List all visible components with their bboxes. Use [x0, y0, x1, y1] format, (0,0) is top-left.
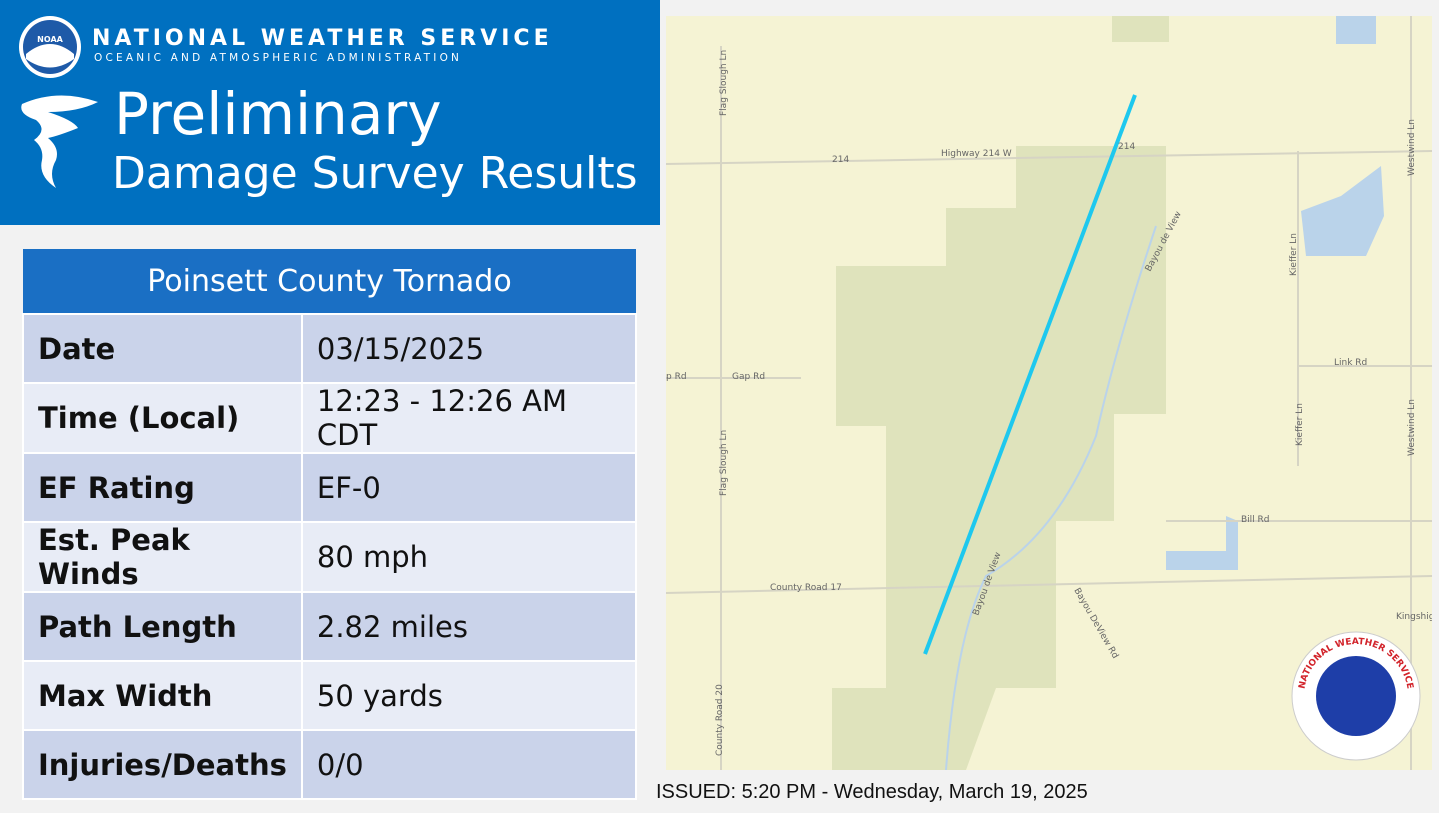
map-label: 214 [1118, 142, 1135, 152]
subagency: OCEANIC AND ATMOSPHERIC ADMINISTRATION [94, 52, 463, 64]
table-row: Date 03/15/2025 [22, 313, 638, 384]
table-row: Est. Peak Winds 80 mph [22, 521, 638, 593]
table-row: Injuries/Deaths 0/0 [22, 729, 638, 800]
map-label: Flag Slough Ln [719, 430, 729, 496]
value-cell: 2.82 miles [300, 591, 638, 662]
map-label: Flag Slough Ln [719, 50, 729, 116]
value-cell: EF-0 [300, 452, 638, 523]
banner: NOAA NATIONAL WEATHER SERVICE OCEANIC AN… [0, 0, 660, 225]
label-cell: Date [22, 313, 303, 384]
map-label: Gap Rd [732, 372, 765, 382]
logo-text: NOAA [37, 35, 63, 44]
map-label: Kingshig [1396, 612, 1432, 622]
map-label: Westwind Ln [1407, 119, 1417, 176]
map-label: Kieffer Ln [1289, 233, 1299, 276]
title: Preliminary [114, 80, 442, 148]
value-cell: 80 mph [300, 521, 638, 593]
label-cell: Max Width [22, 660, 303, 731]
agency: NATIONAL WEATHER SERVICE [92, 26, 553, 51]
map-label: County Road 17 [770, 583, 842, 593]
map-label: Westwind Ln [1407, 399, 1417, 456]
map-label: p Rd [666, 372, 687, 382]
map-label: 214 [832, 155, 849, 165]
value-cell: 12:23 - 12:26 AM CDT [300, 382, 638, 454]
map-label: County Road 20 [715, 684, 725, 756]
map: Highway 214 W 214 214 Flag Slough Ln Fla… [666, 16, 1432, 770]
map-label: Link Rd [1334, 358, 1367, 368]
label-cell: Injuries/Deaths [22, 729, 303, 800]
nws-logo: NATIONAL WEATHER SERVICE [1291, 631, 1421, 761]
label-cell: Est. Peak Winds [22, 521, 303, 593]
map-label: Bill Rd [1241, 515, 1270, 525]
table-row: Path Length 2.82 miles [22, 591, 638, 662]
table-title: Poinsett County Tornado [23, 249, 636, 314]
tornado-icon [21, 95, 98, 188]
label-cell: EF Rating [22, 452, 303, 523]
table-row: Time (Local) 12:23 - 12:26 AM CDT [22, 382, 638, 454]
table-row: EF Rating EF-0 [22, 452, 638, 523]
issued: ISSUED: 5:20 PM - Wednesday, March 19, 2… [656, 781, 1088, 803]
value-cell: 50 yards [300, 660, 638, 731]
label-cell: Time (Local) [22, 382, 303, 454]
noaa-logo: NOAA [19, 16, 81, 78]
value-cell: 0/0 [300, 729, 638, 800]
value-cell: 03/15/2025 [300, 313, 638, 384]
summary-table: Poinsett County Tornado Date 03/15/2025 Tim… [22, 249, 638, 800]
label-cell: Path Length [22, 591, 303, 662]
table-row: Max Width 50 yards [22, 660, 638, 731]
map-label: Highway 214 W [941, 149, 1012, 159]
title: Damage Survey Results [112, 148, 638, 199]
map-label: Kieffer Ln [1295, 403, 1305, 446]
